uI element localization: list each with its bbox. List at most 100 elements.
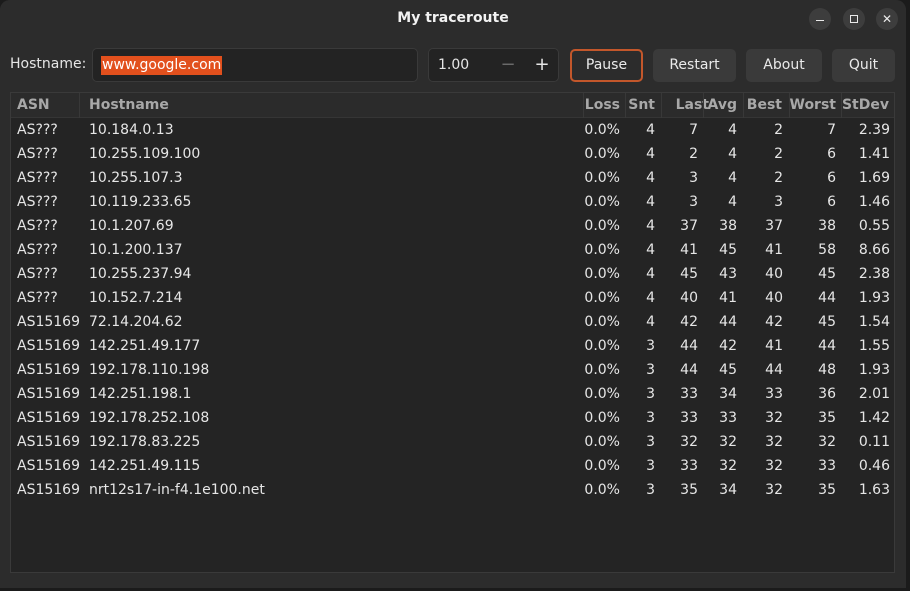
cell-last: 44 (680, 338, 698, 354)
cell-best: 33 (765, 386, 783, 402)
cell-worst: 7 (827, 122, 836, 138)
cell-loss: 0.0% (584, 338, 620, 354)
column-header-hostname[interactable]: Hostname (89, 97, 169, 113)
cell-stdev: 2.39 (858, 122, 890, 138)
column-separator[interactable] (625, 93, 626, 118)
cell-hostname: 192.178.83.225 (89, 434, 201, 450)
cell-worst: 32 (818, 434, 836, 450)
close-icon: ✕ (881, 12, 893, 26)
quit-button[interactable]: Quit (832, 49, 895, 82)
increment-button[interactable]: + (534, 54, 550, 75)
minimize-button[interactable] (809, 8, 831, 30)
cell-stdev: 1.46 (858, 194, 890, 210)
maximize-button[interactable] (843, 8, 865, 30)
cell-hostname: 10.152.7.214 (89, 290, 183, 306)
column-separator[interactable] (789, 93, 790, 118)
cell-loss: 0.0% (584, 386, 620, 402)
cell-loss: 0.0% (584, 482, 620, 498)
title-bar[interactable]: My traceroute ✕ (0, 0, 906, 38)
pause-button[interactable]: Pause (570, 49, 643, 82)
table-row[interactable]: AS15169 142.251.49.115 0.0% 3 33 32 32 33 0.46 (11, 455, 894, 479)
column-separator[interactable] (79, 93, 80, 118)
table-row[interactable]: AS15169 192.178.110.198 0.0% 3 44 45 44 48 1.93 (11, 359, 894, 383)
cell-hostname: 192.178.252.108 (89, 410, 210, 426)
table-row[interactable]: AS15169 192.178.252.108 0.0% 3 33 33 32 35 1.42 (11, 407, 894, 431)
cell-snt: 4 (646, 170, 655, 186)
cell-stdev: 1.41 (858, 146, 890, 162)
cell-avg: 33 (719, 410, 737, 426)
column-separator[interactable] (583, 93, 584, 118)
table-row[interactable]: AS??? 10.255.109.100 0.0% 4 2 4 2 6 1.41 (11, 143, 894, 167)
column-header-worst[interactable]: Worst (789, 97, 837, 113)
table-row[interactable]: AS??? 10.1.207.69 0.0% 4 37 38 37 38 0.55 (11, 215, 894, 239)
cell-hostname: 142.251.49.177 (89, 338, 201, 354)
table-row[interactable]: AS15169 142.251.198.1 0.0% 3 33 34 33 36 2.01 (11, 383, 894, 407)
cell-best: 32 (765, 410, 783, 426)
cell-asn: AS15169 (17, 482, 80, 498)
cell-snt: 4 (646, 194, 655, 210)
cell-worst: 6 (827, 194, 836, 210)
cell-worst: 44 (818, 338, 836, 354)
cell-loss: 0.0% (584, 242, 620, 258)
column-header-snt[interactable]: Snt (628, 97, 655, 113)
cell-snt: 3 (646, 410, 655, 426)
cell-avg: 34 (719, 386, 737, 402)
table-row[interactable]: AS15169 72.14.204.62 0.0% 4 42 44 42 45 1.54 (11, 311, 894, 335)
column-separator[interactable] (703, 93, 704, 118)
cell-loss: 0.0% (584, 194, 620, 210)
cell-asn: AS15169 (17, 410, 80, 426)
column-header-avg[interactable]: Avg (707, 97, 737, 113)
table-row[interactable]: AS15169 192.178.83.225 0.0% 3 32 32 32 32 0.11 (11, 431, 894, 455)
cell-avg: 4 (728, 146, 737, 162)
restart-button[interactable]: Restart (653, 49, 736, 82)
table-row[interactable]: AS??? 10.1.200.137 0.0% 4 41 45 41 58 8.66 (11, 239, 894, 263)
cell-last: 45 (680, 266, 698, 282)
cell-stdev: 2.01 (858, 386, 890, 402)
cell-snt: 4 (646, 218, 655, 234)
column-header-loss[interactable]: Loss (584, 97, 620, 113)
cell-snt: 4 (646, 266, 655, 282)
table-row[interactable]: AS??? 10.119.233.65 0.0% 4 3 4 3 6 1.46 (11, 191, 894, 215)
hostname-input[interactable]: www.google.com (92, 48, 418, 82)
cell-stdev: 1.42 (858, 410, 890, 426)
table-row[interactable]: AS??? 10.152.7.214 0.0% 4 40 41 40 44 1.93 (11, 287, 894, 311)
cell-asn: AS??? (17, 290, 58, 306)
column-header-asn[interactable]: ASN (17, 97, 50, 113)
table-row[interactable]: AS15169 142.251.49.177 0.0% 3 44 42 41 44 1.55 (11, 335, 894, 359)
results-table[interactable]: ASN Hostname Loss Snt Last Avg Best Worst StDev … (10, 92, 895, 573)
cell-stdev: 1.63 (858, 482, 890, 498)
table-row[interactable]: AS??? 10.184.0.13 0.0% 4 7 4 2 7 2.39 (11, 119, 894, 143)
column-separator[interactable] (661, 93, 662, 118)
cell-stdev: 0.55 (858, 218, 890, 234)
about-button[interactable]: About (746, 49, 822, 82)
cell-snt: 3 (646, 362, 655, 378)
column-header-last[interactable]: Last (675, 97, 709, 113)
cell-worst: 44 (818, 290, 836, 306)
interval-spinner[interactable]: 1.00 − + (428, 48, 559, 82)
cell-loss: 0.0% (584, 266, 620, 282)
cell-loss: 0.0% (584, 218, 620, 234)
table-row[interactable]: AS15169 nrt12s17-in-f4.1e100.net 0.0% 3 35 34… (11, 479, 894, 503)
column-separator[interactable] (743, 93, 744, 118)
close-button[interactable]: ✕ (876, 8, 898, 30)
cell-hostname: 192.178.110.198 (89, 362, 210, 378)
table-row[interactable]: AS??? 10.255.107.3 0.0% 4 3 4 2 6 1.69 (11, 167, 894, 191)
cell-worst: 35 (818, 482, 836, 498)
table-row[interactable]: AS??? 10.255.237.94 0.0% 4 45 43 40 45 2.38 (11, 263, 894, 287)
cell-asn: AS15169 (17, 314, 80, 330)
cell-worst: 48 (818, 362, 836, 378)
column-header-stdev[interactable]: StDev (841, 97, 889, 113)
column-header-best[interactable]: Best (746, 97, 782, 113)
decrement-button[interactable]: − (500, 54, 516, 75)
cell-hostname: 72.14.204.62 (89, 314, 183, 330)
column-separator[interactable] (841, 93, 842, 118)
cell-last: 32 (680, 434, 698, 450)
cell-hostname: 10.1.200.137 (89, 242, 183, 258)
cell-hostname: 142.251.49.115 (89, 458, 201, 474)
cell-loss: 0.0% (584, 410, 620, 426)
cell-avg: 38 (719, 218, 737, 234)
cell-stdev: 1.93 (858, 362, 890, 378)
interval-value[interactable]: 1.00 (438, 57, 470, 73)
cell-asn: AS15169 (17, 362, 80, 378)
cell-stdev: 1.55 (858, 338, 890, 354)
